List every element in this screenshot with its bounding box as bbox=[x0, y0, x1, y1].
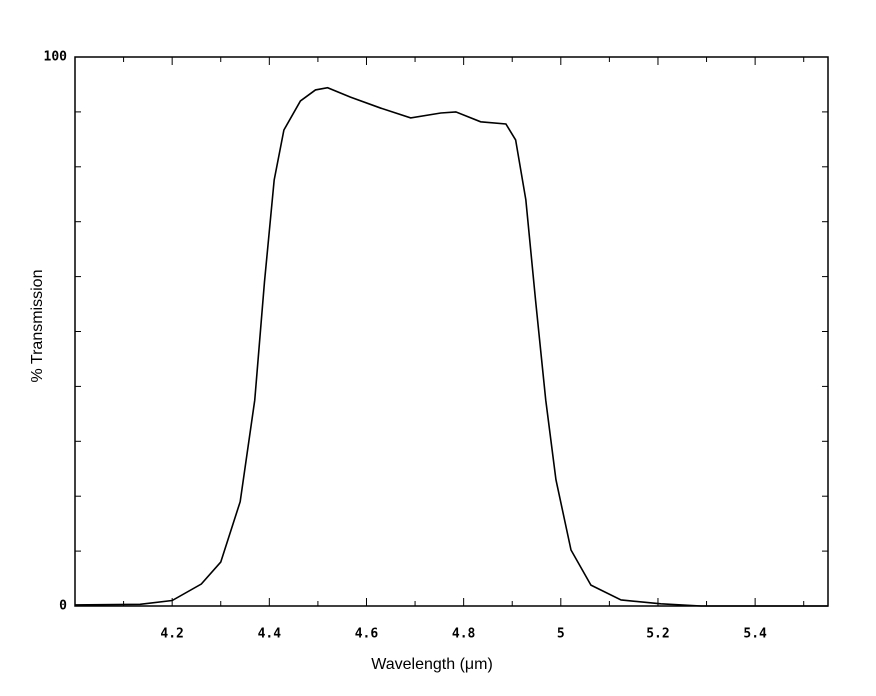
y-tick-label: 0 bbox=[59, 599, 67, 614]
x-tick-label: 4.8 bbox=[452, 627, 476, 642]
y-tick-label: 100 bbox=[44, 50, 68, 65]
x-tick-label: 5.2 bbox=[646, 627, 669, 642]
x-tick-label: 4.4 bbox=[258, 627, 282, 642]
x-tick-label: 4.6 bbox=[355, 627, 379, 642]
plot-frame bbox=[74, 56, 829, 607]
x-tick-label: 5.4 bbox=[743, 627, 767, 642]
x-axis-label: Wavelength (μm) bbox=[371, 656, 493, 673]
y-axis-label: % Transmission bbox=[29, 270, 46, 383]
x-tick-label: 4.2 bbox=[160, 627, 183, 642]
x-tick-label: 5 bbox=[557, 627, 565, 642]
data-line bbox=[74, 86, 828, 607]
